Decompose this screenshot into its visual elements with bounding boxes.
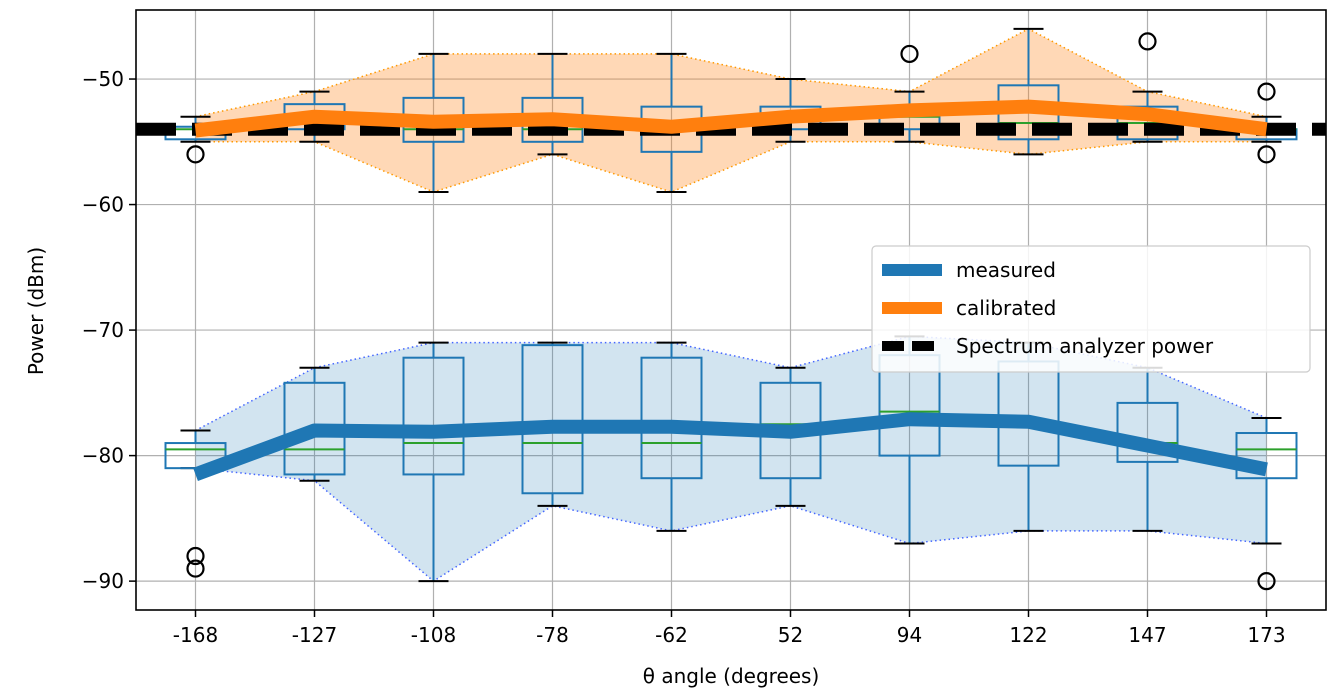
- y-tick-label: −60: [82, 193, 124, 217]
- box: [521, 344, 584, 495]
- x-tick-label: -62: [655, 623, 688, 647]
- series-line-calibrated: [194, 99, 1268, 138]
- outlier-point: [1138, 32, 1157, 51]
- x-tick-label: -127: [292, 623, 337, 647]
- x-tick-label: 94: [897, 623, 922, 647]
- boxplot: [521, 341, 584, 507]
- x-tick-label: -168: [173, 623, 218, 647]
- y-tick-label: −80: [82, 444, 124, 468]
- x-tick-label: -108: [411, 623, 456, 647]
- box: [1235, 432, 1298, 480]
- y-axis-label: Power (dBm): [24, 247, 48, 375]
- band-lower-edge: [195, 467, 1267, 583]
- series-line-measured: [193, 412, 1268, 482]
- x-tick-label: 173: [1247, 623, 1285, 647]
- legend-label: measured: [956, 258, 1056, 282]
- outlier-point: [186, 546, 205, 566]
- boxplot: [402, 341, 465, 583]
- outlier-point: [1257, 82, 1276, 101]
- legend: measured calibrated Spectrum analyzer powe…: [871, 245, 1311, 373]
- outlier-point: [186, 145, 205, 164]
- x-tick-label: 147: [1128, 623, 1166, 647]
- outlier-point: [900, 44, 919, 64]
- plot-frame: [135, 9, 1327, 611]
- series-lines: [193, 99, 1268, 482]
- legend-label: Spectrum analyzer power: [956, 334, 1214, 358]
- legend-box: [871, 245, 1311, 373]
- y-tick-label: −70: [82, 318, 124, 342]
- x-tick-label: 52: [778, 623, 803, 647]
- y-tick-label: −50: [82, 67, 124, 91]
- x-axis-label: θ angle (degrees): [643, 664, 820, 688]
- x-tick-label: -78: [536, 623, 569, 647]
- box: [402, 356, 465, 476]
- outlier-point: [1257, 572, 1276, 591]
- boxplot: [164, 429, 227, 578]
- band-calibrated: [195, 28, 1267, 193]
- y-tick-label: −90: [82, 569, 124, 593]
- outlier-point: [1257, 145, 1276, 164]
- outlier-point: [186, 559, 205, 578]
- boxplot: [640, 341, 703, 532]
- x-tick-label: 122: [1009, 623, 1047, 647]
- boxplot: [1235, 416, 1298, 591]
- box: [1116, 401, 1179, 463]
- band-upper-edge: [195, 27, 1267, 118]
- legend-label: calibrated: [956, 296, 1056, 320]
- axes: -168 -127 -108 -78 -62 52 94 122 147 173 −90 −80 −70…: [82, 9, 1327, 647]
- box: [640, 356, 703, 480]
